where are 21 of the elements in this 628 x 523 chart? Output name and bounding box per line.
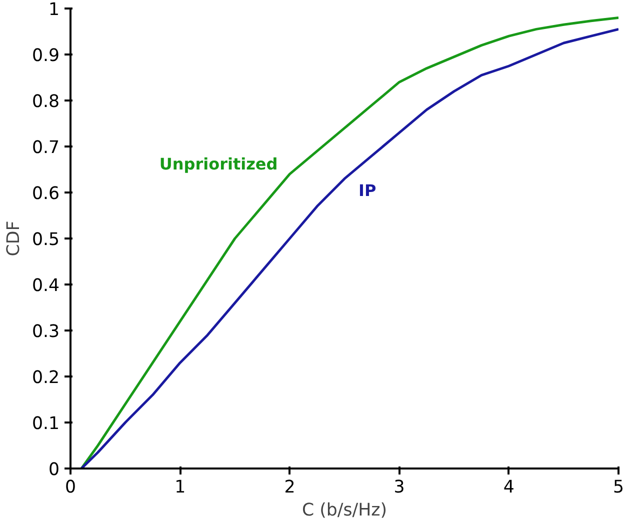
y-tick-label: 0.3: [32, 322, 60, 342]
y-tick-label: 0: [48, 460, 60, 480]
y-tick-label: 0.9: [32, 46, 60, 66]
y-tick-label: 0.2: [32, 368, 60, 388]
y-tick-label: 0.6: [32, 184, 60, 204]
y-tick-label: 0.8: [32, 92, 60, 112]
x-tick-label: 2: [284, 478, 296, 498]
x-tick-label: 4: [503, 478, 514, 498]
y-tick-label: 1: [48, 0, 60, 20]
x-tick-label: 1: [174, 478, 186, 498]
y-tick-label: 0.7: [32, 138, 60, 158]
y-axis-title: CDF: [4, 220, 24, 256]
x-tick-label: 0: [64, 478, 76, 498]
x-tick-label: 3: [394, 478, 405, 498]
x-axis-title: C (b/s/Hz): [302, 500, 387, 520]
series-label: Unprioritized: [159, 154, 278, 174]
y-tick-label: 0.1: [32, 414, 60, 434]
series-label: IP: [358, 181, 376, 200]
y-tick-label: 0.4: [32, 276, 60, 296]
y-tick-label: 0.5: [32, 230, 60, 250]
x-tick-label: 5: [612, 478, 624, 498]
